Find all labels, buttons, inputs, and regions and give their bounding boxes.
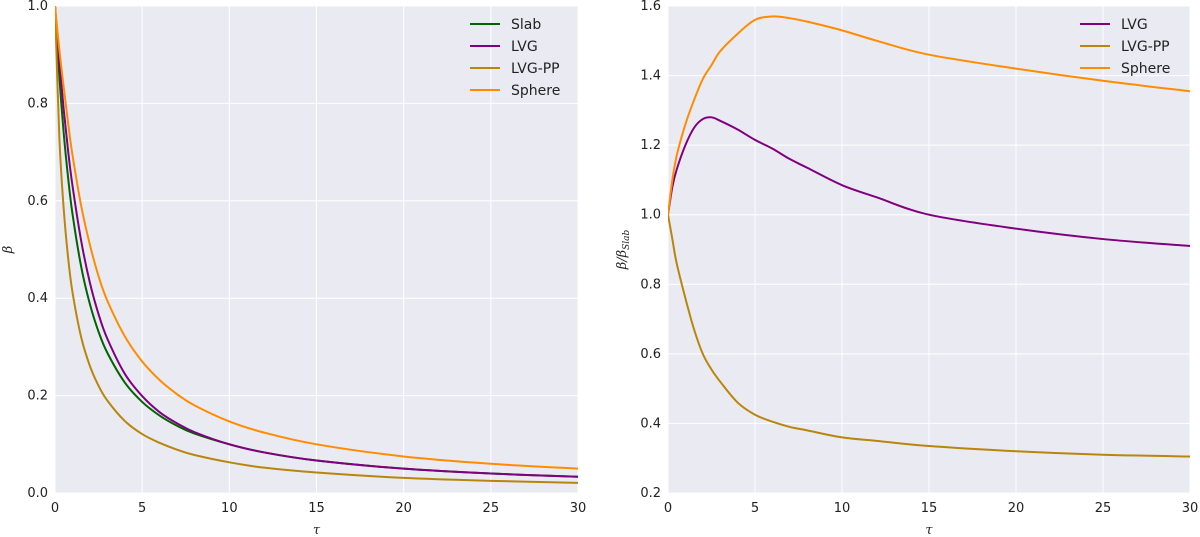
x-tick-label: 15 — [921, 501, 938, 516]
series-line-lvg — [55, 6, 578, 478]
x-tick-label: 0 — [664, 501, 672, 516]
x-tick-label: 15 — [308, 501, 325, 516]
y-tick-label: 0.2 — [27, 389, 48, 404]
legend: Slab LVG LVG-PP Sphere — [470, 17, 560, 99]
x-tick-label: 10 — [834, 501, 851, 516]
x-tick-label: 25 — [483, 501, 500, 516]
series-line-sphere — [668, 15, 1190, 215]
y-axis-label: β/βSlab — [615, 229, 632, 270]
x-tick-label: 10 — [221, 501, 238, 516]
series-lines — [668, 15, 1190, 458]
y-tick-label: 1.4 — [640, 69, 661, 84]
x-tick-label: 5 — [138, 501, 146, 516]
y-tick-label: 0.6 — [27, 194, 48, 209]
x-tick-label: 5 — [751, 501, 759, 516]
legend-label: LVG — [1121, 17, 1148, 33]
x-tick-label: 0 — [51, 501, 59, 516]
y-tick-label: 1.6 — [640, 0, 661, 14]
chart-panel-2: 0 5 10 15 20 25 30 0.2 0.4 0.6 0.8 1.0 1.2 1.4 1.6 τ β/β… — [615, 0, 1198, 537]
legend-label: Sphere — [1121, 61, 1170, 77]
x-tick-label: 30 — [570, 501, 587, 516]
series-line-lvg — [668, 116, 1190, 248]
legend-label: Sphere — [511, 83, 560, 99]
series-line-lvg-pp — [668, 214, 1190, 458]
y-tick-label: 0.8 — [640, 277, 661, 292]
y-tick-label: 0.8 — [27, 96, 48, 111]
legend: LVG LVG-PP Sphere — [1080, 17, 1170, 77]
y-tick-label: 1.0 — [640, 208, 661, 223]
x-axis-label: τ — [313, 523, 321, 537]
x-tick-label: 20 — [1008, 501, 1025, 516]
legend-label: LVG — [511, 39, 538, 55]
legend-label: Slab — [511, 17, 541, 33]
series-line-sphere — [55, 6, 578, 470]
legend-label: LVG-PP — [1121, 39, 1170, 55]
x-tick-label: 25 — [1095, 501, 1112, 516]
y-axis-label: β — [1, 246, 16, 255]
y-tick-label: 1.2 — [640, 138, 661, 153]
x-tick-label: 30 — [1182, 501, 1199, 516]
y-tick-label: 0.4 — [27, 291, 48, 306]
y-tick-label: 0.6 — [640, 347, 661, 362]
y-tick-label: 0.0 — [27, 486, 48, 501]
gridlines — [667, 5, 1191, 494]
series-lines — [55, 6, 578, 484]
x-axis-label: τ — [925, 523, 933, 537]
legend-label: LVG-PP — [511, 61, 560, 77]
y-tick-label: 0.4 — [640, 416, 661, 431]
chart-panel-1: 0 5 10 15 20 25 30 0.0 0.2 0.4 0.6 0.8 1.0 τ β Slab LVG L… — [1, 0, 586, 537]
series-line-lvg-pp — [55, 6, 578, 484]
x-tick-label: 20 — [395, 501, 412, 516]
y-tick-label: 0.2 — [640, 486, 661, 501]
y-tick-label: 1.0 — [27, 0, 48, 14]
